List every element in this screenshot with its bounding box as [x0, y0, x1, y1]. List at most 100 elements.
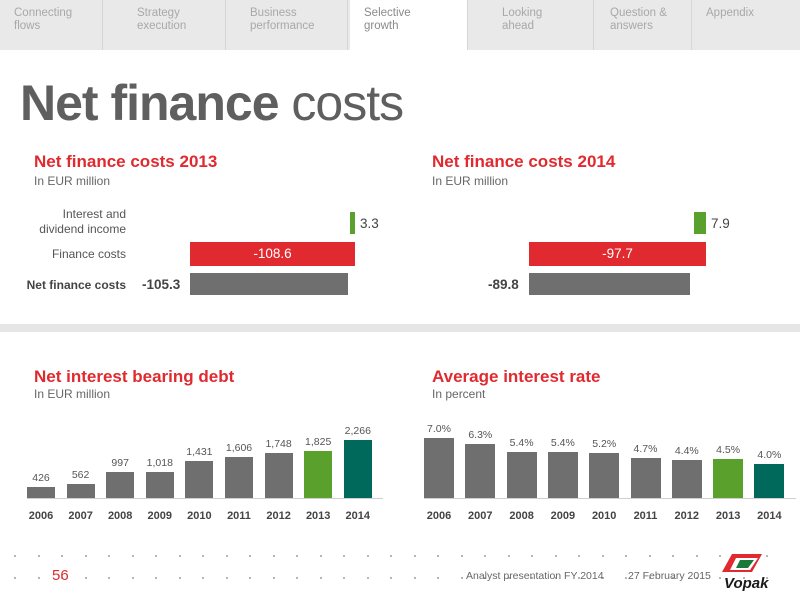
- rate-chart-subtitle: In percent: [432, 387, 486, 401]
- chart-baseline: [424, 498, 796, 499]
- tab-selective-growth[interactable]: Selective growth: [350, 0, 468, 50]
- x-label-2007: 2007: [68, 510, 93, 522]
- footer-dot: [625, 555, 627, 557]
- tab-label: answers: [610, 20, 653, 32]
- bar-2009: [145, 471, 174, 498]
- tab-label: Question &: [610, 7, 667, 19]
- footer-dot: [178, 577, 181, 579]
- value-label-2012: 1,748: [265, 438, 292, 451]
- bar-interest-income-2014: [694, 212, 706, 234]
- footer-dot: [648, 555, 651, 557]
- chart-baseline: [27, 498, 384, 499]
- footer-dot: [484, 555, 486, 557]
- value-label-2012: 4.4%: [674, 445, 699, 458]
- tab-connecting-flows[interactable]: Connecting flows: [0, 0, 103, 50]
- x-label-2007: 2007: [468, 510, 493, 522]
- tab-label: flows: [14, 20, 41, 32]
- finance-2014-title: Net finance costs 2014: [432, 152, 616, 171]
- value-finance-costs-2014: -97.7: [602, 246, 633, 261]
- x-label-2011: 2011: [633, 510, 658, 522]
- footer-dot: [249, 555, 251, 557]
- footer-dot: [672, 577, 674, 579]
- page-number: 56: [52, 567, 69, 584]
- footer-dot: [272, 577, 275, 579]
- tab-label: Selective: [364, 7, 411, 19]
- footer-dot: [108, 577, 110, 579]
- value-label-2007: 6.3%: [468, 429, 493, 441]
- x-label-2009: 2009: [550, 510, 576, 522]
- footer-dot: [766, 577, 768, 579]
- bar-2013: [713, 459, 744, 498]
- footer-dot: [84, 555, 87, 557]
- value-interest-income-2014: 7.9: [711, 216, 730, 231]
- footer-dot: [507, 555, 510, 557]
- bar-2013: [304, 451, 333, 498]
- page-title-regular: costs: [278, 75, 404, 131]
- x-label-2009: 2009: [147, 510, 173, 522]
- tab-label: performance: [250, 20, 315, 32]
- bar-2008: [506, 451, 537, 498]
- row-label-interest-income: Interest and dividend income: [39, 207, 126, 236]
- tab-strategy-execution[interactable]: Strategy execution: [123, 0, 226, 50]
- footer-dot: [202, 555, 204, 557]
- tab-label: Looking: [502, 7, 543, 19]
- page-title-bold: Net finance: [20, 75, 280, 131]
- footer-dot: [61, 555, 63, 557]
- footer-dot: [695, 555, 698, 557]
- bar-2009: [547, 451, 578, 498]
- value-label-2013: 4.5%: [716, 444, 741, 457]
- footer-dot: [225, 555, 228, 557]
- footer-dot: [249, 577, 251, 579]
- footer-dot: [390, 577, 392, 579]
- x-label-2010: 2010: [187, 510, 212, 522]
- footer-dot: [178, 555, 181, 557]
- footer-dot: [366, 577, 369, 579]
- bar-2012: [671, 460, 702, 498]
- tab-appendix[interactable]: Appendix: [692, 0, 800, 50]
- value-label-2010: 1,431: [186, 446, 213, 459]
- footer-dot: [531, 555, 533, 557]
- bar-2008: [106, 472, 135, 498]
- tab-business-performance[interactable]: Business performance: [236, 0, 348, 50]
- footer-dot: [766, 555, 768, 557]
- footer-dot: [695, 577, 698, 579]
- tab-label: Business: [250, 7, 297, 19]
- value-net-finance-costs-2013: -105.3: [142, 277, 181, 292]
- x-label-2008: 2008: [509, 510, 534, 522]
- debt-chart-title: Net interest bearing debt: [34, 367, 235, 386]
- footer-dot: [155, 577, 157, 579]
- footer-dot: [437, 577, 439, 579]
- row-label-net-finance-costs: Net finance costs: [26, 278, 126, 292]
- footer-dot: [61, 577, 63, 579]
- value-label-2006: 426: [32, 472, 50, 485]
- tab-looking-ahead[interactable]: Looking ahead: [488, 0, 594, 50]
- footer-dot: [319, 577, 322, 579]
- footer-dot: [37, 577, 40, 579]
- x-label-2013: 2013: [305, 510, 331, 522]
- bar-2012: [264, 453, 293, 498]
- debt-chart-subtitle: In EUR million: [34, 387, 111, 401]
- finance-2014-subtitle: In EUR million: [432, 174, 509, 188]
- footer-dot: [719, 577, 721, 579]
- tab-question-answers[interactable]: Question & answers: [596, 0, 692, 50]
- bar-finance-costs-2014: [529, 242, 706, 266]
- footer-dot: [578, 555, 580, 557]
- rate-chart-title: Average interest rate: [432, 367, 601, 386]
- footer-dot: [719, 555, 721, 557]
- tab-label: Connecting: [14, 7, 73, 19]
- tab-label: Appendix: [706, 7, 754, 19]
- tab-label: ahead: [502, 20, 534, 32]
- value-interest-income-2013: 3.3: [360, 216, 379, 231]
- footer-dot: [319, 555, 322, 557]
- value-label-2014: 2,266: [344, 425, 371, 437]
- x-label-2006: 2006: [28, 510, 54, 522]
- bar-2010: [185, 461, 214, 498]
- footer-dot: [742, 577, 745, 579]
- bar-2006: [27, 487, 55, 498]
- footer-dot: [648, 577, 651, 579]
- row-label-finance-costs: Finance costs: [51, 247, 126, 261]
- bar-2014: [343, 440, 372, 498]
- footer-dot: [272, 555, 275, 557]
- x-label-2014: 2014: [757, 510, 782, 522]
- bar-finance-costs-2013: [190, 242, 355, 266]
